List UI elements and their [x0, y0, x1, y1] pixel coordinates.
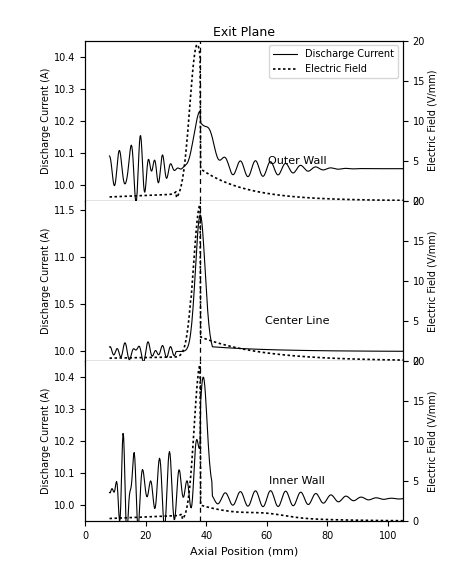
Y-axis label: Electric Field (V/mm): Electric Field (V/mm) [428, 390, 438, 492]
X-axis label: Axial Position (mm): Axial Position (mm) [190, 547, 298, 556]
Y-axis label: Electric Field (V/mm): Electric Field (V/mm) [428, 230, 438, 332]
Text: Center Line: Center Line [265, 316, 329, 326]
Y-axis label: Electric Field (V/mm): Electric Field (V/mm) [428, 70, 438, 171]
Y-axis label: Discharge Current (A): Discharge Current (A) [41, 67, 51, 174]
Text: Outer Wall: Outer Wall [268, 156, 327, 166]
Title: Exit Plane: Exit Plane [213, 27, 275, 39]
Text: Inner Wall: Inner Wall [269, 476, 325, 486]
Y-axis label: Discharge Current (A): Discharge Current (A) [41, 228, 51, 334]
Legend: Discharge Current, Electric Field: Discharge Current, Electric Field [269, 45, 398, 78]
Y-axis label: Discharge Current (A): Discharge Current (A) [41, 388, 51, 494]
